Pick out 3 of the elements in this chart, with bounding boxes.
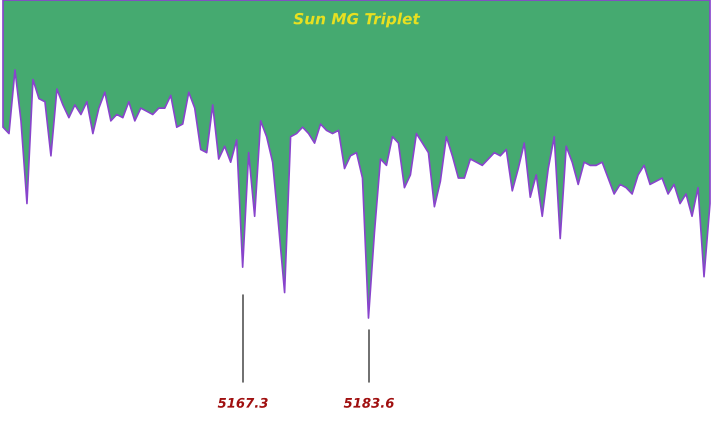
text: 5183.6 [344, 398, 394, 408]
text: 5167.3 [218, 398, 268, 408]
text: Sun MG Triplet [293, 12, 420, 28]
